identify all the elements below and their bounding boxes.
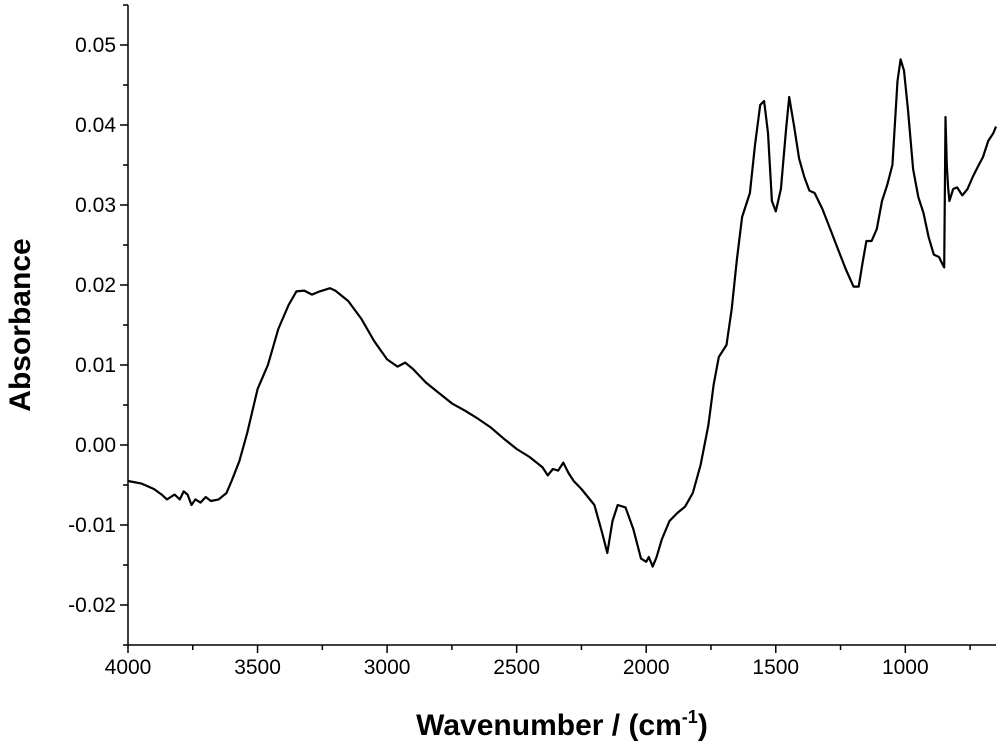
x-axis-title-superscript: -1 [682, 707, 698, 727]
x-axis-title-close: ) [698, 709, 708, 742]
x-tick-label: 3000 [364, 656, 411, 679]
x-tick-label: 3500 [234, 656, 281, 679]
ticks-layer: 4000 3500 3000 2500 2000 1500 1000 0.05 0.04 0.03… [68, 4, 971, 679]
y-tick-label: 0.03 [75, 194, 116, 217]
y-tick-label: 0.02 [75, 274, 116, 297]
y-tick-label: 0.00 [75, 434, 116, 457]
x-tick-label: 1500 [752, 656, 799, 679]
x-tick-label: 2500 [493, 656, 540, 679]
x-tick-label: 1000 [882, 656, 929, 679]
x-tick-label: 4000 [105, 656, 152, 679]
x-tick-label: 2000 [623, 656, 670, 679]
plot-layer [127, 58, 998, 568]
y-tick-label: 0.01 [75, 354, 116, 377]
y-tick-label: 0.04 [75, 114, 116, 137]
y-axis-title: Absorbance [4, 238, 37, 411]
y-tick-label: -0.01 [68, 514, 116, 537]
x-axis-title: Wavenumber / (cm-1) [416, 707, 708, 742]
y-tick-label: 0.05 [75, 34, 116, 57]
absorbance-series-line [127, 58, 998, 568]
x-axis-title-main: Wavenumber / (cm [416, 709, 682, 742]
y-tick-label: -0.02 [68, 594, 116, 617]
